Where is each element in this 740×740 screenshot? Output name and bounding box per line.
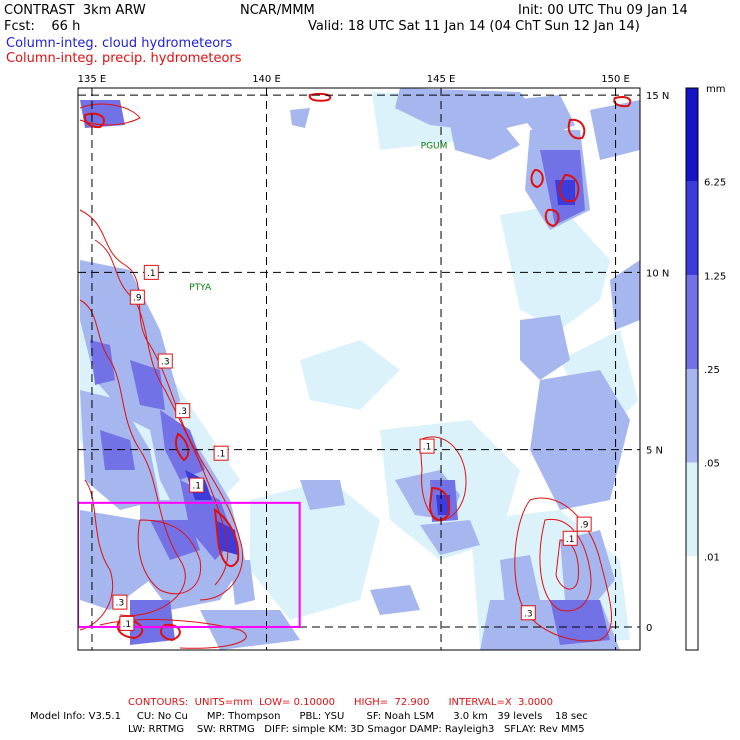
- contour-labels: .1 .9 .3 .3 .1 .1 .1 .9 .1 .3 .3 .1: [112, 264, 592, 631]
- colorbar-segment: [686, 88, 698, 182]
- cloud-legend-line: Column-integ. cloud hydrometeors: [6, 36, 233, 51]
- colorbar-level: .01: [704, 552, 720, 563]
- x-tick-label: 145 E: [427, 74, 456, 85]
- colorbar-segment: [686, 462, 698, 557]
- y-axis-ticks: 15 N 10 N 5 N 0: [646, 91, 669, 634]
- contour-label-box: [119, 615, 135, 631]
- contour-label-text: .1: [566, 535, 575, 545]
- contour-label: .1: [119, 615, 135, 631]
- colorbar-level: 1.25: [704, 271, 726, 282]
- contour-label-box: [157, 353, 173, 369]
- contour-label: .1: [562, 530, 578, 546]
- precip-legend-line: Column-integ. precip. hydrometeors: [6, 51, 242, 66]
- colorbar-unit: mm: [706, 84, 725, 95]
- contour-label-box: [175, 403, 191, 419]
- y-tick-label: 15 N: [646, 91, 669, 102]
- contour-label-text: .9: [133, 294, 142, 304]
- x-axis-ticks: 135 E 140 E 145 E 150 E: [78, 74, 630, 85]
- colorbar-level: .05: [704, 459, 720, 470]
- x-tick-label: 135 E: [78, 74, 107, 85]
- contour-label-box: [419, 438, 435, 454]
- y-tick-label: 5 N: [646, 446, 663, 457]
- contour-label-text: .3: [161, 358, 170, 368]
- contour-label: .3: [175, 403, 191, 419]
- contour-label-text: .1: [123, 620, 132, 630]
- contour-label-box: [112, 594, 128, 610]
- contour-label-text: .3: [116, 599, 125, 609]
- organization: NCAR/MMM: [240, 3, 315, 18]
- model-info-line-2: LW: RRTMG SW: RRTMG DIFF: simple KM: 3D …: [128, 724, 585, 735]
- model-title: CONTRAST 3km ARW: [4, 3, 146, 18]
- contour-label-box: [520, 605, 536, 621]
- valid-time: Valid: 18 UTC Sat 11 Jan 14 (04 ChT Sun …: [308, 19, 640, 34]
- x-tick-label: 140 E: [252, 74, 281, 85]
- forecast-hour: Fcst: 66 h: [4, 19, 81, 34]
- contour-label-text: .3: [524, 609, 533, 619]
- precip-contours: [79, 103, 613, 649]
- contour-label: .3: [112, 594, 128, 610]
- contour-label-box: [213, 445, 229, 461]
- colorbar-level: 6.25: [704, 178, 726, 189]
- contour-label: .9: [576, 516, 592, 532]
- contour-label: .1: [213, 445, 229, 461]
- contour-info: CONTOURS: UNITS=mm LOW= 0.10000 HIGH= 72…: [128, 697, 554, 708]
- domain-highlight-box: [78, 501, 301, 628]
- colorbar-level: .25: [704, 365, 720, 376]
- contour-label: .3: [520, 605, 536, 621]
- y-tick-label: 10 N: [646, 268, 669, 279]
- colorbar-segment: [686, 181, 698, 276]
- contour-label-text: .1: [192, 482, 201, 492]
- plot-frame: [77, 87, 641, 651]
- init-time: Init: 00 UTC Thu 09 Jan 14: [518, 3, 688, 18]
- contour-label-box: [129, 289, 145, 305]
- model-info-line-1: Model Info: V3.5.1 CU: No Cu MP: Thompso…: [30, 711, 588, 722]
- contour-label-text: .1: [423, 443, 432, 453]
- colorbar-frame: [685, 87, 699, 651]
- station-pgum: PGUM: [421, 141, 448, 151]
- contour-label-text: .1: [217, 450, 226, 460]
- x-tick-label: 150 E: [601, 74, 630, 85]
- colorbar-segment: [686, 556, 698, 650]
- contour-label: .1: [419, 438, 435, 454]
- contour-label: .9: [129, 289, 145, 305]
- contour-label-text: .9: [580, 521, 589, 531]
- contour-label-text: .3: [178, 407, 187, 417]
- contour-label-text: .1: [147, 269, 156, 279]
- colorbar-segment: [686, 369, 698, 463]
- colorbar: mm 6.25 1.25 .25 .05 .01: [685, 84, 726, 651]
- contour-label-box: [143, 264, 159, 280]
- contour-label-box: [562, 530, 578, 546]
- contour-label: .3: [157, 353, 173, 369]
- y-tick-label: 0: [646, 623, 652, 634]
- contour-label-box: [189, 477, 205, 493]
- contour-label: .1: [189, 477, 205, 493]
- contour-label-box: [576, 516, 592, 532]
- colorbar-segment: [686, 275, 698, 369]
- stations: PGUM PTYA: [189, 141, 447, 293]
- station-ptya: PTYA: [189, 283, 212, 293]
- contour-label: .1: [143, 264, 159, 280]
